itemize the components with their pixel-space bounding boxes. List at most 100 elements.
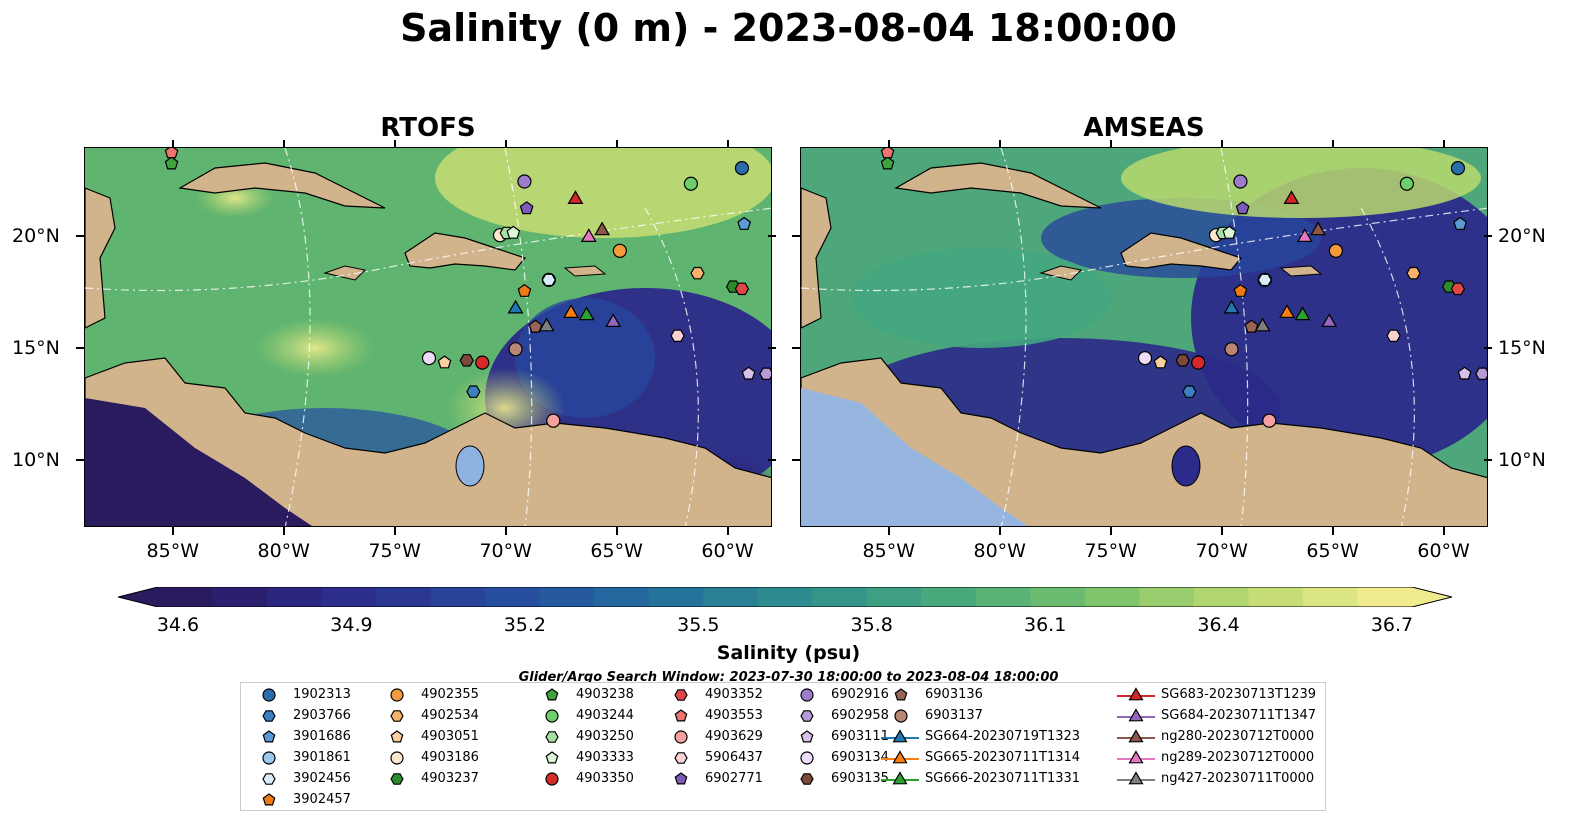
- colorbar-bin: [430, 587, 486, 607]
- landmass-yucatan: [801, 187, 832, 329]
- lon-tick-label: 80°W: [257, 540, 310, 562]
- lon-tick-mark: [282, 140, 285, 148]
- colorbar-bin: [1302, 587, 1359, 607]
- legend-label: ng427-20230711T0000: [1161, 771, 1315, 786]
- legend-label: 4903333: [576, 750, 634, 765]
- lon-tick-mark: [282, 527, 285, 535]
- float-marker-6902958: [759, 367, 771, 380]
- float-marker-ng280-20230712t0000: [594, 221, 611, 236]
- landmass-cuba: [894, 162, 1102, 209]
- legend-marker-icon: [1117, 771, 1155, 785]
- legend-marker-icon: [800, 710, 814, 722]
- colorbar-bin: [921, 587, 977, 607]
- legend-marker-icon: [881, 729, 919, 743]
- float-marker-5906437: [670, 329, 685, 342]
- float-marker-2903766: [1182, 385, 1197, 398]
- float-marker-3902457: [517, 283, 532, 297]
- float-marker-3901686: [737, 216, 752, 230]
- legend-label: ng280-20230712T0000: [1161, 729, 1315, 744]
- colorbar-label: Salinity (psu): [716, 642, 861, 664]
- float-marker-3902456: [541, 273, 556, 287]
- legend-marker-icon: [674, 709, 688, 722]
- lon-tick-label: 65°W: [590, 540, 643, 562]
- legend-marker-icon: [674, 730, 688, 744]
- legend-label: SG666-20230711T1331: [925, 771, 1081, 786]
- lon-tick-mark: [1220, 527, 1223, 535]
- float-marker-4902534: [690, 266, 705, 280]
- legend-marker-icon: [800, 730, 814, 743]
- amseas-marker-layer: [880, 148, 1487, 428]
- legend-marker-icon: [1117, 687, 1155, 701]
- float-marker-4903051: [437, 355, 452, 369]
- legend-marker-icon: [262, 730, 276, 743]
- float-marker-ng280-20230712t0000: [1310, 221, 1327, 236]
- legend-marker-icon: [262, 688, 276, 702]
- lon-tick-mark: [887, 140, 890, 148]
- lon-tick-mark: [171, 527, 174, 535]
- legend-label: 6902771: [705, 771, 763, 786]
- colorbar-bin: [485, 587, 541, 607]
- lon-tick-label: 75°W: [368, 540, 421, 562]
- lon-tick-mark: [998, 140, 1001, 148]
- float-marker-6903135: [1175, 354, 1190, 367]
- high-salinity-zone: [435, 148, 771, 238]
- legend-marker-icon: [390, 710, 404, 722]
- lat-tick-label-right: 20°N: [1498, 225, 1546, 248]
- high-salinity-zone: [255, 318, 375, 378]
- colorbar-bin: [594, 587, 650, 607]
- float-marker-4903350: [475, 355, 490, 370]
- legend-label: SG665-20230711T1314: [925, 750, 1081, 765]
- float-marker-sg683-20230713t1239: [567, 190, 584, 205]
- float-marker-ng427-20230711t0000: [538, 317, 555, 332]
- legend-marker-icon: [545, 751, 559, 764]
- lon-tick-mark: [615, 527, 618, 535]
- panel-title-amseas: AMSEAS: [1083, 113, 1205, 143]
- float-marker-4903238: [880, 156, 895, 170]
- lon-tick-label: 85°W: [146, 540, 199, 562]
- lon-tick-label: 65°W: [1306, 540, 1359, 562]
- landmass-jamaica: [1039, 265, 1083, 281]
- legend-marker-icon: [262, 793, 276, 806]
- float-marker-4903352: [1450, 282, 1466, 296]
- float-marker-1902313: [734, 161, 750, 176]
- float-marker-4902355: [1328, 243, 1343, 258]
- legend-marker-icon: [262, 773, 276, 785]
- legend-marker-icon: [674, 689, 688, 701]
- colorbar-extend-max: [1412, 587, 1452, 607]
- float-marker-6903136: [1244, 319, 1259, 333]
- lon-tick-mark: [1220, 140, 1223, 148]
- colorbar-bin: [376, 587, 432, 607]
- float-marker-4903553: [164, 148, 179, 159]
- colorbar-tick-label: 35.5: [677, 614, 720, 636]
- legend-label: SG664-20230719T1323: [925, 729, 1081, 744]
- float-marker-6903134: [421, 351, 437, 366]
- colorbar-bin: [866, 587, 922, 607]
- legend-marker-icon: [545, 688, 559, 701]
- float-marker-4903051: [1153, 355, 1168, 369]
- pacific-ocean: [85, 398, 312, 526]
- eez-boundary: [801, 207, 1487, 292]
- legend-label: 4903244: [576, 708, 634, 723]
- float-marker-6902771: [519, 201, 534, 215]
- landmass-cuba: [178, 162, 386, 209]
- lon-tick-mark: [887, 527, 890, 535]
- float-marker-1902313: [1450, 161, 1466, 176]
- legend-label: 6903137: [925, 708, 983, 723]
- lat-tick-mark: [792, 347, 800, 350]
- float-marker-6903134: [1137, 351, 1153, 366]
- lon-tick-mark: [504, 527, 507, 535]
- legend-marker-icon: [800, 773, 814, 785]
- amseas-map-canvas: [801, 148, 1487, 526]
- colorbar-bin: [1193, 587, 1250, 607]
- colorbar-tick-label: 34.9: [330, 614, 373, 636]
- landmass-hispaniola: [404, 232, 527, 271]
- colorbar-bin: [267, 587, 323, 607]
- float-marker-4903352: [734, 282, 750, 296]
- rtofs-map: [84, 147, 772, 527]
- float-marker-sg684-20230711t1347: [605, 313, 622, 327]
- colorbar-bin: [648, 587, 704, 607]
- lat-tick-label-left: 20°N: [12, 225, 60, 248]
- lon-tick-label: 60°W: [701, 540, 754, 562]
- colorbar-tick-label: 36.4: [1197, 614, 1240, 636]
- lon-tick-label: 75°W: [1084, 540, 1137, 562]
